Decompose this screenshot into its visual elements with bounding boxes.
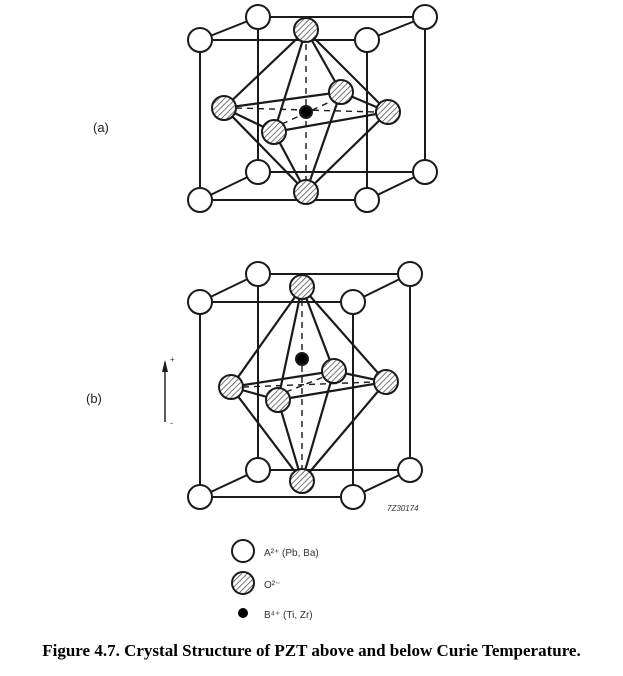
figure-code: 7Z30174 bbox=[387, 504, 419, 513]
corner-atom-icon bbox=[245, 457, 271, 483]
legend-filled-dot-icon bbox=[238, 608, 248, 618]
oxygen-atom-icon bbox=[265, 387, 291, 413]
corner-atom-icon bbox=[354, 187, 380, 213]
oxygen-atom-icon bbox=[375, 99, 401, 125]
corner-atom-icon bbox=[340, 484, 366, 510]
panel-label-a: (a) bbox=[93, 120, 109, 135]
corner-atom-icon bbox=[245, 4, 271, 30]
b-site-ion-icon bbox=[295, 352, 309, 366]
corner-atom-icon bbox=[187, 187, 213, 213]
legend-label-oxygen: O²⁻ bbox=[264, 580, 280, 591]
oxygen-atom-icon bbox=[261, 119, 287, 145]
oxygen-atom-icon bbox=[293, 179, 319, 205]
corner-atom-icon bbox=[412, 159, 438, 185]
polarization-arrow bbox=[162, 360, 168, 422]
oxygen-atom-icon bbox=[211, 95, 237, 121]
oxygen-atom-icon bbox=[321, 358, 347, 384]
corner-atom-icon bbox=[340, 289, 366, 315]
legend-open-circle-icon bbox=[231, 539, 255, 563]
corner-atom-icon bbox=[245, 261, 271, 287]
octahedron-b bbox=[230, 286, 387, 482]
arrow-plus-sign: + bbox=[170, 355, 175, 364]
dashed-axes-b bbox=[242, 300, 375, 468]
corner-atom-icon bbox=[412, 4, 438, 30]
oxygen-atom-icon bbox=[373, 369, 399, 395]
oxygen-atom-icon bbox=[328, 79, 354, 105]
oxygen-atom-icon bbox=[293, 17, 319, 43]
legend: A²⁺ (Pb, Ba) O²⁻ B⁴⁺ (Ti, Zr) bbox=[231, 539, 319, 621]
oxygen-atom-icon bbox=[289, 274, 315, 300]
legend-hatched-circle-icon bbox=[231, 571, 255, 595]
corner-atom-icon bbox=[354, 27, 380, 53]
legend-label-b-site: B⁴⁺ (Ti, Zr) bbox=[264, 610, 313, 621]
figure-caption: Figure 4.7. Crystal Structure of PZT abo… bbox=[42, 641, 581, 660]
corner-atom-icon bbox=[397, 261, 423, 287]
oxygen-atom-icon bbox=[218, 374, 244, 400]
oxygen-atom-icon bbox=[289, 468, 315, 494]
legend-label-a-site: A²⁺ (Pb, Ba) bbox=[264, 548, 319, 559]
corner-atom-icon bbox=[187, 289, 213, 315]
corner-atom-icon bbox=[397, 457, 423, 483]
arrow-minus-sign: - bbox=[170, 418, 173, 428]
panel-label-b: (b) bbox=[86, 391, 102, 406]
corner-atom-icon bbox=[245, 159, 271, 185]
b-site-ion-icon bbox=[299, 105, 313, 119]
corner-atom-icon bbox=[187, 484, 213, 510]
corner-atom-icon bbox=[187, 27, 213, 53]
